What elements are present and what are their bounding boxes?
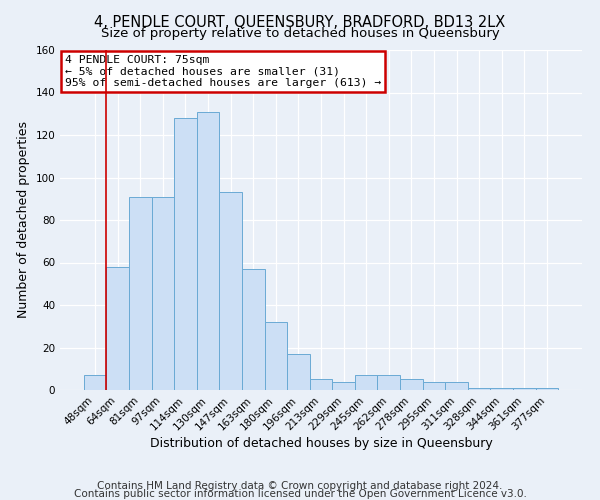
Bar (332, 382, 355, 390)
Bar (513, 388, 536, 390)
Text: Size of property relative to detached houses in Queensbury: Size of property relative to detached ho… (101, 28, 499, 40)
Bar (265, 322, 287, 390)
Bar (468, 388, 490, 390)
Text: Contains HM Land Registry data © Crown copyright and database right 2024.: Contains HM Land Registry data © Crown c… (97, 481, 503, 491)
Y-axis label: Number of detached properties: Number of detached properties (17, 122, 30, 318)
Text: 4, PENDLE COURT, QUEENSBURY, BRADFORD, BD13 2LX: 4, PENDLE COURT, QUEENSBURY, BRADFORD, B… (94, 15, 506, 30)
Bar (152, 196, 174, 390)
X-axis label: Distribution of detached houses by size in Queensbury: Distribution of detached houses by size … (149, 438, 493, 450)
Bar (445, 382, 468, 390)
Bar (106, 267, 129, 390)
Bar (490, 388, 513, 390)
Bar (84, 375, 106, 390)
Bar (287, 354, 310, 390)
Bar (310, 380, 332, 390)
Bar (536, 388, 558, 390)
Bar (422, 382, 445, 390)
Bar (197, 112, 220, 390)
Bar (355, 375, 377, 390)
Bar (220, 192, 242, 390)
Text: Contains public sector information licensed under the Open Government Licence v3: Contains public sector information licen… (74, 489, 526, 499)
Text: 4 PENDLE COURT: 75sqm
← 5% of detached houses are smaller (31)
95% of semi-detac: 4 PENDLE COURT: 75sqm ← 5% of detached h… (65, 55, 382, 88)
Bar (129, 196, 152, 390)
Bar (377, 375, 400, 390)
Bar (400, 380, 422, 390)
Bar (242, 269, 265, 390)
Bar (174, 118, 197, 390)
